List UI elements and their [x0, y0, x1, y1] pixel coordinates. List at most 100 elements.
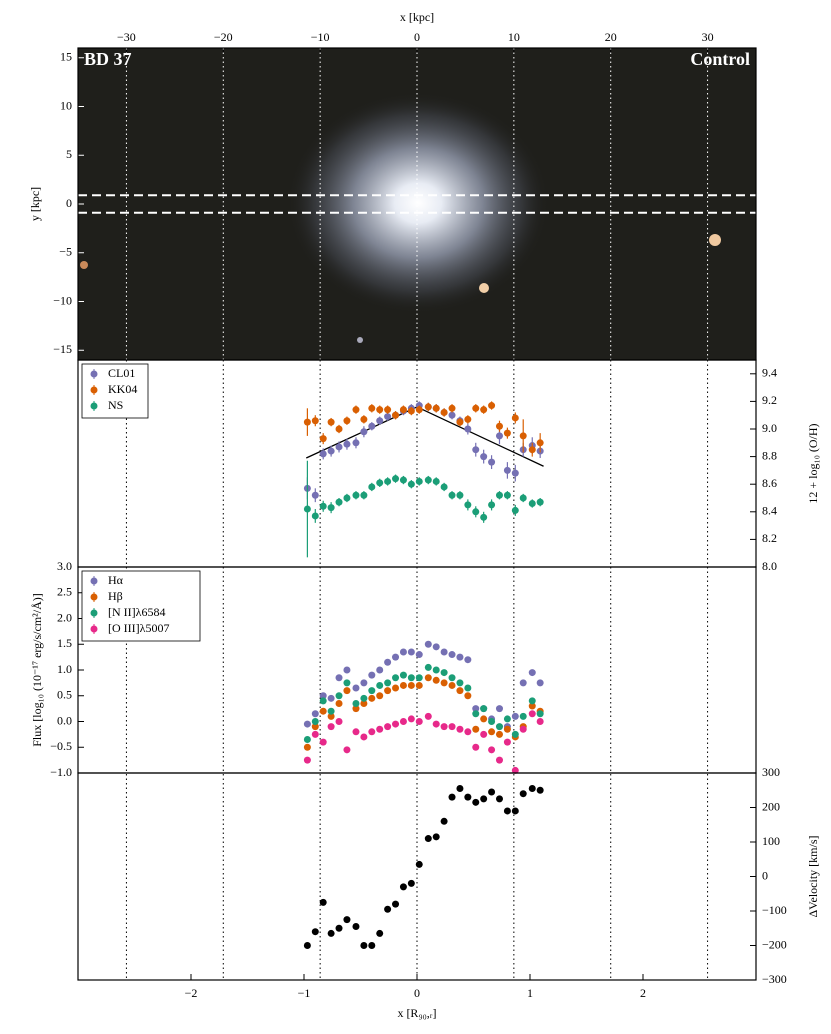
data-point: [360, 491, 368, 499]
star: [357, 337, 363, 343]
data-point: [303, 743, 311, 751]
data-point: [464, 793, 472, 801]
data-point: [392, 720, 400, 728]
x-tick-label: −20: [214, 30, 233, 44]
star: [479, 283, 489, 293]
sample-label: Control: [690, 49, 750, 69]
data-point: [319, 450, 327, 458]
data-point: [360, 428, 368, 436]
data-point: [528, 702, 536, 710]
data-point: [319, 692, 327, 700]
data-point: [464, 425, 472, 433]
galaxy-image: [288, 93, 548, 313]
data-point: [456, 418, 464, 426]
data-point: [311, 491, 319, 499]
data-point: [488, 788, 496, 796]
data-point: [503, 725, 511, 733]
data-point: [480, 513, 488, 521]
data-point: [495, 795, 503, 803]
data-point: [472, 725, 480, 733]
data-point: [352, 728, 360, 736]
data-point: [303, 942, 311, 949]
x-tick-label: 20: [605, 30, 617, 44]
data-point: [448, 723, 456, 731]
data-point: [472, 446, 480, 454]
data-point: [399, 681, 407, 689]
data-point: [376, 479, 384, 487]
y-tick-label: 8.0: [762, 559, 777, 573]
data-point: [376, 417, 384, 425]
data-point: [528, 697, 536, 705]
data-point: [424, 712, 432, 720]
data-point: [407, 879, 415, 887]
data-point: [311, 710, 319, 718]
data-point: [399, 718, 407, 725]
data-point: [495, 705, 503, 713]
y-axis-label: y [kpc]: [28, 187, 42, 221]
star: [709, 234, 721, 246]
data-point: [343, 417, 351, 425]
data-point: [472, 743, 480, 751]
data-point: [319, 898, 327, 906]
data-point: [343, 679, 351, 687]
x-axis-label: x [kpc]: [400, 10, 434, 24]
data-point: [352, 491, 360, 499]
data-point: [392, 674, 400, 682]
data-point: [399, 406, 407, 414]
x-axis-label: x [R₉₀,ᵣ]: [397, 1006, 436, 1020]
legend-marker: [90, 577, 98, 585]
data-point: [415, 651, 423, 659]
data-point: [528, 446, 536, 454]
data-point: [384, 658, 392, 666]
data-point: [519, 432, 527, 440]
data-point: [495, 723, 503, 731]
data-point: [432, 676, 440, 684]
data-point: [376, 929, 384, 937]
data-point: [495, 491, 503, 499]
data-point: [424, 835, 432, 843]
data-point: [415, 681, 423, 689]
legend-marker: [90, 402, 98, 410]
data-point: [343, 666, 351, 674]
data-point: [464, 415, 472, 423]
data-point: [407, 480, 415, 488]
data-point: [319, 502, 327, 510]
data-point: [311, 730, 319, 738]
data-point: [311, 718, 319, 725]
data-point: [392, 653, 400, 661]
y-tick-label: −1.0: [50, 765, 72, 779]
data-point: [327, 504, 335, 512]
data-point: [352, 439, 360, 447]
x-tick-label: 30: [702, 30, 714, 44]
data-point: [511, 414, 519, 422]
data-point: [464, 692, 472, 700]
y-tick-label: −10: [53, 293, 72, 307]
data-point: [480, 715, 488, 723]
data-point: [303, 505, 311, 513]
y-tick-label: 8.4: [762, 504, 777, 518]
data-point: [335, 425, 343, 433]
data-point: [415, 406, 423, 414]
data-point: [360, 415, 368, 423]
data-point: [384, 687, 392, 695]
star: [80, 261, 88, 269]
x-tick-label: −30: [117, 30, 136, 44]
data-point: [407, 681, 415, 689]
data-point: [536, 679, 544, 687]
data-point: [480, 453, 488, 461]
data-point: [432, 404, 440, 412]
data-point: [327, 694, 335, 702]
data-point: [472, 508, 480, 516]
y-tick-label: 8.6: [762, 476, 777, 490]
data-point: [392, 900, 400, 908]
data-point: [384, 413, 392, 421]
data-point: [303, 418, 311, 426]
legend-label: Hβ: [108, 589, 123, 603]
y-tick-label: 5: [66, 147, 72, 161]
data-point: [503, 807, 511, 815]
data-point: [407, 407, 415, 415]
data-point: [399, 648, 407, 656]
legend-marker: [90, 625, 98, 633]
data-point: [495, 756, 503, 764]
data-point: [368, 404, 376, 412]
